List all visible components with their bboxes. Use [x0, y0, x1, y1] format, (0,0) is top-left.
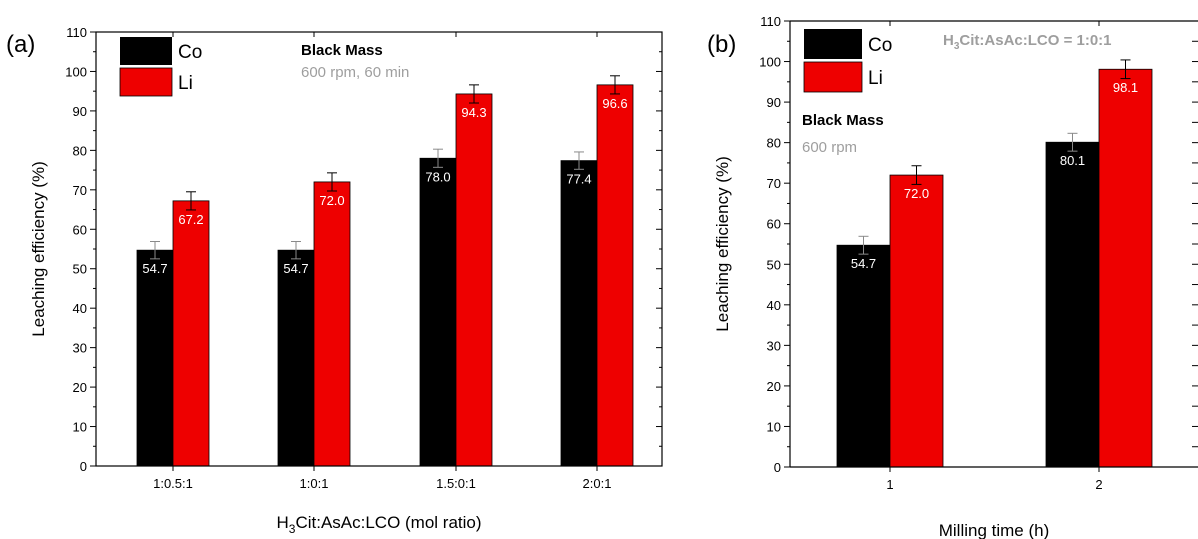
bar-li [1098, 68, 1153, 468]
a-y-tick-label: 110 [66, 25, 87, 40]
legend-li-swatch [119, 67, 173, 97]
legend-li-label: Li [178, 73, 193, 94]
data-label-li: 96.6 [602, 96, 627, 111]
bar-co [1045, 141, 1100, 468]
bar-co [836, 244, 891, 468]
panel-b-annotation-ratio: H3Cit:AsAc:LCO = 1:0:1 [943, 32, 1112, 52]
data-label-co: 80.1 [1060, 153, 1085, 168]
data-label-co: 78.0 [425, 169, 450, 184]
a-y-tick-label: 0 [80, 459, 87, 474]
data-label-co: 54.7 [142, 261, 167, 276]
panel-a-legend: Co Li [119, 37, 202, 97]
bar-co [419, 157, 457, 467]
b-x-tick-label: 1 [886, 477, 893, 492]
data-label-li: 72.0 [904, 186, 929, 201]
a-y-tick-label: 80 [73, 143, 87, 158]
panel-b: (b) 0 10 20 30 40 50 60 70 80 90 100 110 54.7 72.0 80… [707, 14, 1198, 539]
panel-b-plot-frame [789, 20, 1198, 468]
a-y-tick-label: 40 [73, 301, 87, 316]
panel-b-x-axis-title: Milling time (h) [939, 521, 1050, 539]
legend-co-label: Co [868, 35, 892, 56]
b-y-tick-label: 10 [767, 419, 781, 434]
bar-co [560, 160, 598, 467]
legend-co-swatch [120, 37, 172, 65]
b-x-tick-label: 2 [1095, 477, 1102, 492]
bar-li [889, 174, 944, 468]
a-y-tick-label: 90 [73, 104, 87, 119]
a-y-tick-label: 20 [73, 380, 87, 395]
a-y-tick-label: 30 [73, 341, 87, 356]
bar-li [596, 84, 634, 467]
panel-a-plot-frame [95, 31, 663, 467]
data-label-li: 67.2 [178, 212, 203, 227]
data-label-li: 94.3 [461, 105, 486, 120]
a-y-tick-label: 60 [73, 222, 87, 237]
panel-a-annotation-conditions: 600 rpm, 60 min [301, 64, 409, 81]
data-label-li: 72.0 [319, 193, 344, 208]
panel-b-label: (b) [707, 31, 736, 58]
bar-li [455, 93, 493, 467]
bar-co [136, 249, 174, 467]
b-y-tick-label: 70 [767, 176, 781, 191]
data-label-li: 98.1 [1113, 80, 1138, 95]
panel-a-annotation-material: Black Mass [301, 42, 383, 59]
a-x-tick-label: 1:0:1 [300, 476, 329, 491]
a-y-tick-label: 100 [65, 64, 87, 79]
panel-b-bars: 54.7 72.0 80.1 98.1 [836, 59, 1153, 468]
panel-b-right-ticks [1192, 40, 1198, 468]
panel-b-y-ticks: 0 10 20 30 40 50 60 70 80 90 100 110 [759, 14, 790, 475]
panel-a-x-axis-title: H3Cit:AsAc:LCO (mol ratio) [276, 513, 481, 536]
a-y-tick-label: 10 [73, 420, 87, 435]
b-y-tick-label: 50 [767, 257, 781, 272]
panel-a-y-axis-title: Leaching efficiency (%) [29, 161, 48, 336]
bar-co [277, 249, 315, 467]
a-x-tick-label: 2:0:1 [583, 476, 612, 491]
data-label-co: 54.7 [851, 256, 876, 271]
b-y-tick-label: 100 [759, 55, 781, 70]
a-y-tick-label: 50 [73, 262, 87, 277]
panel-a-x-ticks: 1:0.5:1 1:0:1 1.5:0:1 2:0:1 [153, 32, 611, 491]
data-label-co: 54.7 [283, 261, 308, 276]
legend-li-swatch [803, 61, 863, 93]
b-y-tick-label: 0 [774, 460, 781, 475]
b-y-tick-label: 40 [767, 298, 781, 313]
a-x-tick-label: 1.5:0:1 [436, 476, 476, 491]
panel-b-annotation-material: Black Mass [802, 112, 884, 129]
panel-a-label: (a) [6, 31, 35, 58]
panel-a-bars: 54.7 67.2 54.7 72.0 78.0 94.3 77.4 96.6 [136, 75, 634, 467]
b-y-tick-label: 20 [767, 379, 781, 394]
b-y-tick-label: 90 [767, 95, 781, 110]
b-y-tick-label: 30 [767, 338, 781, 353]
legend-co-swatch [804, 29, 862, 59]
a-x-tick-label: 1:0.5:1 [153, 476, 193, 491]
bar-li [172, 200, 210, 467]
panel-a-y-ticks: 0 10 20 30 40 50 60 70 80 90 100 110 [65, 25, 662, 474]
panel-b-y-axis-title: Leaching efficiency (%) [713, 156, 732, 331]
panel-b-annotation-conditions: 600 rpm [802, 139, 857, 156]
a-y-tick-label: 70 [73, 183, 87, 198]
panel-b-legend: Co Li [803, 29, 892, 93]
legend-co-label: Co [178, 42, 202, 63]
b-y-tick-label: 80 [767, 136, 781, 151]
b-y-tick-label: 60 [767, 217, 781, 232]
bar-li [313, 181, 351, 467]
data-label-co: 77.4 [566, 172, 591, 187]
legend-li-label: Li [868, 68, 883, 89]
b-y-tick-label: 110 [760, 14, 781, 29]
